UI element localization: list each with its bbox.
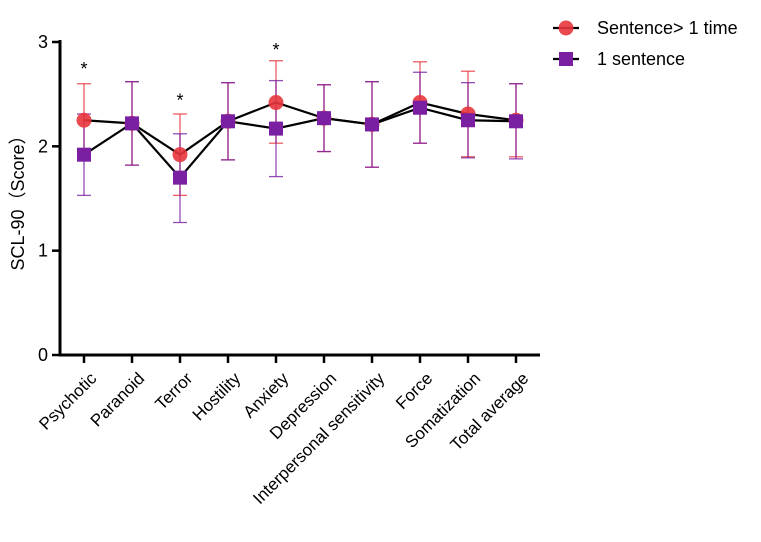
point-1-sentence bbox=[461, 113, 475, 128]
y-tick-label: 0 bbox=[38, 345, 48, 365]
point-1-sentence bbox=[317, 111, 331, 126]
x-tick-label-force: Force bbox=[392, 369, 436, 413]
y-axis-title: SCL-90（Score） bbox=[8, 126, 28, 270]
series-lines bbox=[83, 101, 517, 180]
legend-label: Sentence> 1 time bbox=[597, 18, 738, 38]
significance-marker: * bbox=[272, 40, 279, 60]
point-1-sentence bbox=[365, 117, 379, 132]
legend-entry-1-sentence: 1 sentence bbox=[553, 49, 685, 69]
point-1-sentence bbox=[77, 147, 91, 162]
point-1-sentence bbox=[413, 100, 427, 115]
error-bars bbox=[77, 60, 523, 224]
point-1-sentence bbox=[509, 114, 523, 129]
series-markers bbox=[76, 95, 524, 185]
legend-label: 1 sentence bbox=[597, 49, 685, 69]
series-line-1-sentence bbox=[83, 106, 517, 180]
x-tick-label-psychotic: Psychotic bbox=[35, 369, 100, 434]
legend-marker-circle bbox=[558, 20, 574, 36]
series-line-sentence-1-time bbox=[83, 101, 517, 157]
x-tick-label-terror: Terror bbox=[151, 369, 196, 414]
point-sentence-1-time bbox=[268, 95, 284, 111]
point-1-sentence bbox=[125, 116, 139, 131]
point-1-sentence bbox=[221, 114, 235, 129]
legend: Sentence> 1 time 1 sentence bbox=[553, 18, 738, 69]
significance-marker: * bbox=[80, 59, 87, 79]
point-1-sentence bbox=[269, 121, 283, 136]
annotations: * * * bbox=[80, 40, 279, 110]
point-sentence-1-time bbox=[76, 112, 92, 128]
y-tick-label: 3 bbox=[38, 32, 48, 52]
y-tick-label: 1 bbox=[38, 241, 48, 261]
x-tick-label-hostility: Hostility bbox=[189, 369, 245, 425]
legend-entry-sentence-1-time: Sentence> 1 time bbox=[553, 18, 738, 38]
legend-marker-square bbox=[559, 52, 573, 66]
y-tick-label: 2 bbox=[38, 136, 48, 156]
point-1-sentence bbox=[173, 170, 187, 185]
point-sentence-1-time bbox=[172, 147, 188, 163]
significance-marker: * bbox=[176, 90, 183, 110]
